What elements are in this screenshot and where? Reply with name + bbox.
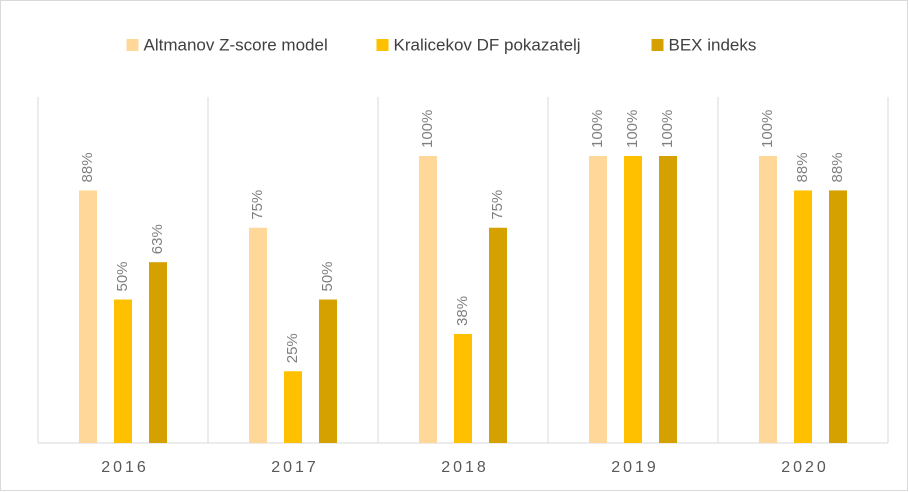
- data-label: 88%: [79, 152, 96, 182]
- legend-swatch: [126, 39, 139, 51]
- data-label: 88%: [794, 152, 811, 182]
- bar: [284, 371, 302, 443]
- data-label: 63%: [149, 224, 166, 254]
- legend-label: Kralicekov DF pokazatelj: [394, 35, 581, 54]
- data-label: 25%: [284, 333, 301, 363]
- x-tick-label: 2020: [781, 459, 829, 476]
- bar: [79, 190, 97, 443]
- legend-swatch: [651, 39, 664, 51]
- x-tick-label: 2017: [271, 459, 319, 476]
- bar: [319, 299, 337, 443]
- bar: [249, 227, 267, 443]
- bar: [659, 156, 677, 443]
- data-label: 100%: [659, 110, 676, 148]
- data-label: 88%: [829, 152, 846, 182]
- data-label: 50%: [114, 261, 131, 291]
- bar: [759, 156, 777, 443]
- data-label: 100%: [624, 110, 641, 148]
- bar: [489, 227, 507, 443]
- bar: [794, 190, 812, 443]
- data-label: 100%: [589, 110, 606, 148]
- legend-label: BEX indeks: [669, 35, 757, 54]
- legend-label: Altmanov Z-score model: [144, 35, 328, 54]
- x-tick-label: 2018: [441, 459, 489, 476]
- bar: [589, 156, 607, 443]
- bar: [829, 190, 847, 443]
- bar: [454, 333, 472, 443]
- bar: [149, 262, 167, 443]
- data-label: 38%: [454, 296, 471, 326]
- bar: [624, 156, 642, 443]
- x-tick-label: 2016: [101, 459, 149, 476]
- bar: [419, 156, 437, 443]
- data-label: 50%: [319, 261, 336, 291]
- legend-swatch: [376, 39, 389, 51]
- x-tick-label: 2019: [611, 459, 659, 476]
- data-label: 100%: [419, 110, 436, 148]
- data-label: 75%: [489, 190, 506, 220]
- bar: [114, 299, 132, 443]
- data-label: 100%: [759, 110, 776, 148]
- data-label: 75%: [249, 190, 266, 220]
